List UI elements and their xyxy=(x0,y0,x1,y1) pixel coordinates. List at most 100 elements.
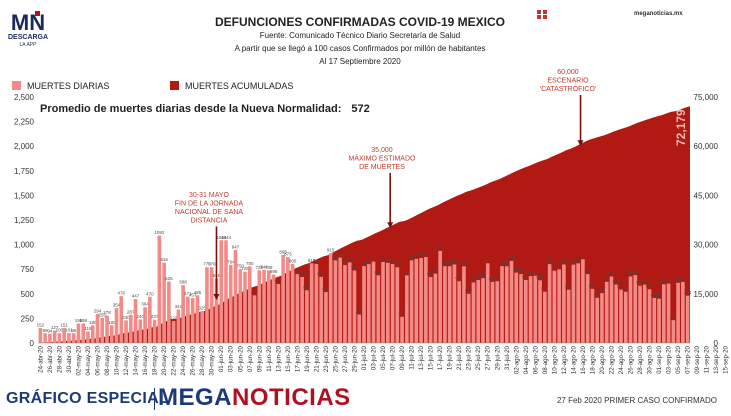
daily-value-label: 600 xyxy=(275,278,283,283)
x-tick-label: 15-jul-20 xyxy=(428,345,435,370)
daily-value-label: 101 xyxy=(65,328,73,333)
daily-bar xyxy=(43,333,47,343)
x-tick-label: 12-may-20 xyxy=(123,345,130,375)
annotation-sana-distancia-text: DISTANCIA xyxy=(191,218,228,225)
daily-bar xyxy=(200,311,204,343)
daily-bar xyxy=(262,269,266,343)
daily-bar xyxy=(209,267,214,343)
x-tick-label: 16-may-20 xyxy=(142,345,149,375)
daily-bar xyxy=(148,296,152,343)
annotation-sana-distancia-text: NACIONAL DE SANA xyxy=(175,209,244,216)
daily-value-label: 796 xyxy=(570,259,578,264)
daily-bar xyxy=(428,277,433,343)
daily-bar xyxy=(219,240,224,343)
daily-bar xyxy=(238,269,243,343)
daily-bar xyxy=(52,330,57,343)
daily-bar xyxy=(419,258,423,343)
site-url[interactable]: meganoticias.mx xyxy=(634,11,683,17)
daily-value-label: 151 xyxy=(60,323,68,328)
daily-bar xyxy=(562,264,566,343)
y-left-tick: 1,750 xyxy=(14,167,35,176)
annotation-escenario-catastrofico-text: 60,000 xyxy=(557,69,579,76)
daily-value-label: 640 xyxy=(522,275,530,280)
daily-bar xyxy=(400,316,404,343)
daily-value-label: 779 xyxy=(460,261,468,266)
daily-bar xyxy=(195,295,200,343)
daily-bar xyxy=(228,264,233,343)
daily-value-label: 99 xyxy=(71,328,77,333)
daily-value-label: 341 xyxy=(175,304,183,309)
x-tick-label: 26-may-20 xyxy=(190,345,197,375)
daily-bar xyxy=(247,266,252,343)
x-tick-label: 01-sep-20 xyxy=(656,345,663,373)
daily-bar xyxy=(324,292,328,343)
daily-bar xyxy=(214,278,219,343)
annotation-escenario-catastrofico-text: ESCENARIO xyxy=(547,78,589,85)
x-tick-label: 18-may-20 xyxy=(152,345,159,375)
x-tick-label: 09-jun-20 xyxy=(256,345,263,372)
daily-value-label: 947 xyxy=(232,244,240,249)
daily-value-label: 814 xyxy=(384,257,392,262)
x-tick-label: 17-jun-20 xyxy=(294,345,301,372)
daily-value-label: 676 xyxy=(627,271,635,276)
daily-bar xyxy=(300,276,304,343)
daily-value-label: 1044 xyxy=(216,235,227,240)
daily-value-label: 460 xyxy=(593,292,601,297)
daily-bar xyxy=(600,293,604,343)
legend-daily: MUERTES DIARIAS xyxy=(12,81,109,91)
x-tick-label: 29-jun-20 xyxy=(351,345,358,372)
y-left-tick: 2,000 xyxy=(14,142,35,151)
daily-value-label: 180 xyxy=(89,320,97,325)
legend-daily-label: MUERTES DIARIAS xyxy=(27,81,110,91)
x-tick-label: 09-sep-20 xyxy=(694,345,701,373)
daily-value-label: 810 xyxy=(308,258,316,263)
daily-bar xyxy=(57,333,62,343)
x-tick-label: 08-ago-20 xyxy=(542,345,549,374)
y-left-tick: 0 xyxy=(30,339,35,348)
daily-value-label: 594 xyxy=(612,279,620,284)
daily-value-label: 863 xyxy=(417,253,425,258)
x-tick-label: 10-ago-20 xyxy=(551,345,558,374)
x-tick-label: 20-ago-20 xyxy=(599,345,606,374)
logo-app-text: LA APP xyxy=(19,42,37,48)
annotation-maximo-estimado-text: DE MUERTES xyxy=(359,164,405,171)
daily-bar xyxy=(642,284,647,343)
daily-value-label: 266 xyxy=(398,311,406,316)
daily-bar xyxy=(90,325,95,343)
x-tick-label: 04-may-20 xyxy=(85,345,92,375)
daily-value-label: 521 xyxy=(541,286,549,291)
daily-value-label: 834 xyxy=(508,255,516,260)
app-logo[interactable]: MN DESCARGA LA APP xyxy=(8,8,48,49)
daily-value-label: 287 xyxy=(127,309,135,314)
daily-value-label: 628 xyxy=(494,276,502,281)
daily-value-label: 739 xyxy=(256,265,264,270)
annotation-maximo-estimado-text: 35,000 xyxy=(371,147,393,154)
x-tick-label: 19-jul-20 xyxy=(447,345,454,370)
x-tick-label: 15-sep-20 xyxy=(723,345,730,373)
cumulative-end-label: 72,179 xyxy=(674,109,688,146)
daily-value-label: 543 xyxy=(617,284,625,289)
daily-value-label: 744 xyxy=(260,264,268,269)
daily-bar xyxy=(557,269,561,343)
x-tick-label: 22-may-20 xyxy=(171,345,178,375)
x-tick-label: 02-may-20 xyxy=(75,345,82,375)
daily-value-label: 152 xyxy=(37,323,45,328)
daily-value-label: 802 xyxy=(313,259,321,264)
daily-value-label: 94 xyxy=(47,328,53,333)
daily-value-label: 550 xyxy=(589,283,597,288)
daily-value-label: 237 xyxy=(151,314,159,319)
daily-value-label: 701 xyxy=(294,269,302,274)
x-tick-label: 22-ago-20 xyxy=(608,345,615,374)
daily-bar xyxy=(305,290,309,343)
daily-value-label: 794 xyxy=(227,259,235,264)
daily-value-label: 521 xyxy=(622,286,630,291)
x-tick-label: 21-jul-20 xyxy=(456,345,463,370)
x-tick-label: 01-jul-20 xyxy=(361,345,368,370)
daily-value-label: 470 xyxy=(146,291,154,296)
x-tick-label: 16-ago-20 xyxy=(580,345,587,374)
daily-value-label: 485 xyxy=(194,290,202,295)
daily-value-label: 738 xyxy=(265,265,273,270)
daily-value-label: 873 xyxy=(284,252,292,257)
grid-icon xyxy=(537,10,547,19)
daily-value-label: 582 xyxy=(636,280,644,285)
